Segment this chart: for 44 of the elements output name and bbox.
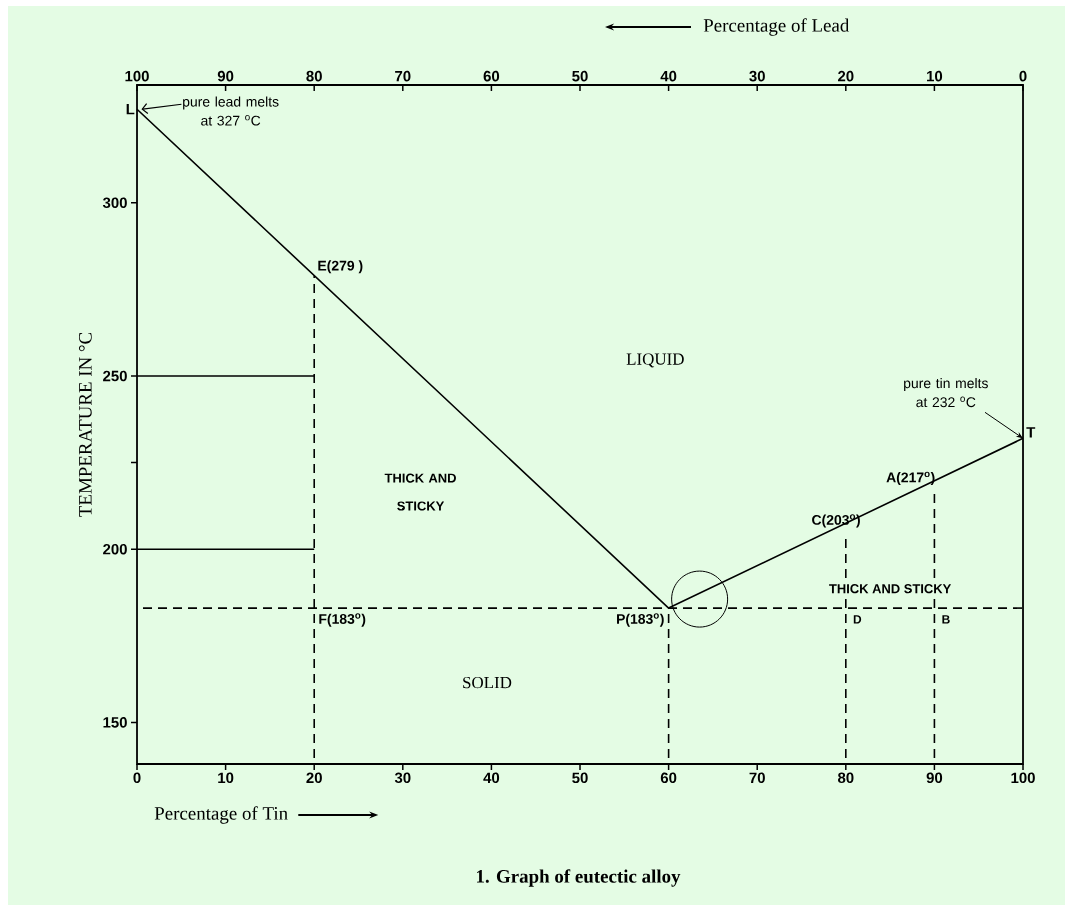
y-tick-label: 300 <box>102 197 127 209</box>
annotation: SOLID <box>463 676 512 689</box>
x2-tick-label: 60 <box>483 70 500 82</box>
text: THICK AND STICKY <box>384 473 456 511</box>
x2-tick-label: 30 <box>749 70 765 82</box>
x-tick-label: 30 <box>394 772 411 784</box>
annotation: E(279 ) <box>318 260 363 274</box>
x-tick-label: 50 <box>572 772 588 784</box>
x-tick-label: 40 <box>483 772 500 784</box>
x2-tick-label: 80 <box>306 70 322 82</box>
annotation: LIQUID <box>626 353 684 368</box>
x2-tick-label: 10 <box>927 70 943 82</box>
x2-tick-label: 90 <box>217 70 234 82</box>
annotation: pure lead melts at 327 $^{o}$C <box>183 96 279 126</box>
x2-tick-label: 50 <box>572 70 588 82</box>
annotation: THICK AND STICKY <box>829 584 952 594</box>
y-tick-label: 250 <box>103 370 127 382</box>
x-tick-label: 70 <box>749 772 765 784</box>
annotation: F(183$^{o}$) <box>319 613 366 627</box>
x2-tick-label: 40 <box>660 70 677 82</box>
y-tick-label: 200 <box>103 543 127 555</box>
x2-tick-label: 0 <box>1019 70 1027 82</box>
x2-tick-label: 100 <box>125 70 149 82</box>
y-axis-title: TEMPERATURE IN °C <box>78 332 92 517</box>
annotation: L <box>126 104 135 115</box>
y-tick-label: 150 <box>103 717 127 728</box>
x2-tick-label: 20 <box>838 70 854 82</box>
x-tick-label: 80 <box>837 772 854 784</box>
annotation: D <box>853 615 862 624</box>
annotation: C(203$^{o}$) <box>812 514 860 528</box>
annotation: T <box>1026 427 1036 438</box>
x2-tick-label: 70 <box>395 70 411 82</box>
x-axis-title: Percentage of Tin <box>154 806 288 824</box>
annotation: pure tin melts at 232 $^{o}$C <box>904 377 988 408</box>
x-tick-label: 10 <box>218 772 234 784</box>
x-tick-label: 60 <box>660 772 677 784</box>
x-tick-label: 90 <box>926 772 943 784</box>
x-tick-label: 20 <box>306 772 322 784</box>
x2-axis-title: Percentage of Lead <box>703 18 850 36</box>
text: 1. Graph of eutectic alloy <box>477 869 681 887</box>
x-tick-label: 0 <box>133 772 141 784</box>
annotation: P(183$^{o}$) <box>617 613 664 627</box>
annotation: B <box>942 615 950 624</box>
x-tick-label: 100 <box>1011 772 1035 784</box>
